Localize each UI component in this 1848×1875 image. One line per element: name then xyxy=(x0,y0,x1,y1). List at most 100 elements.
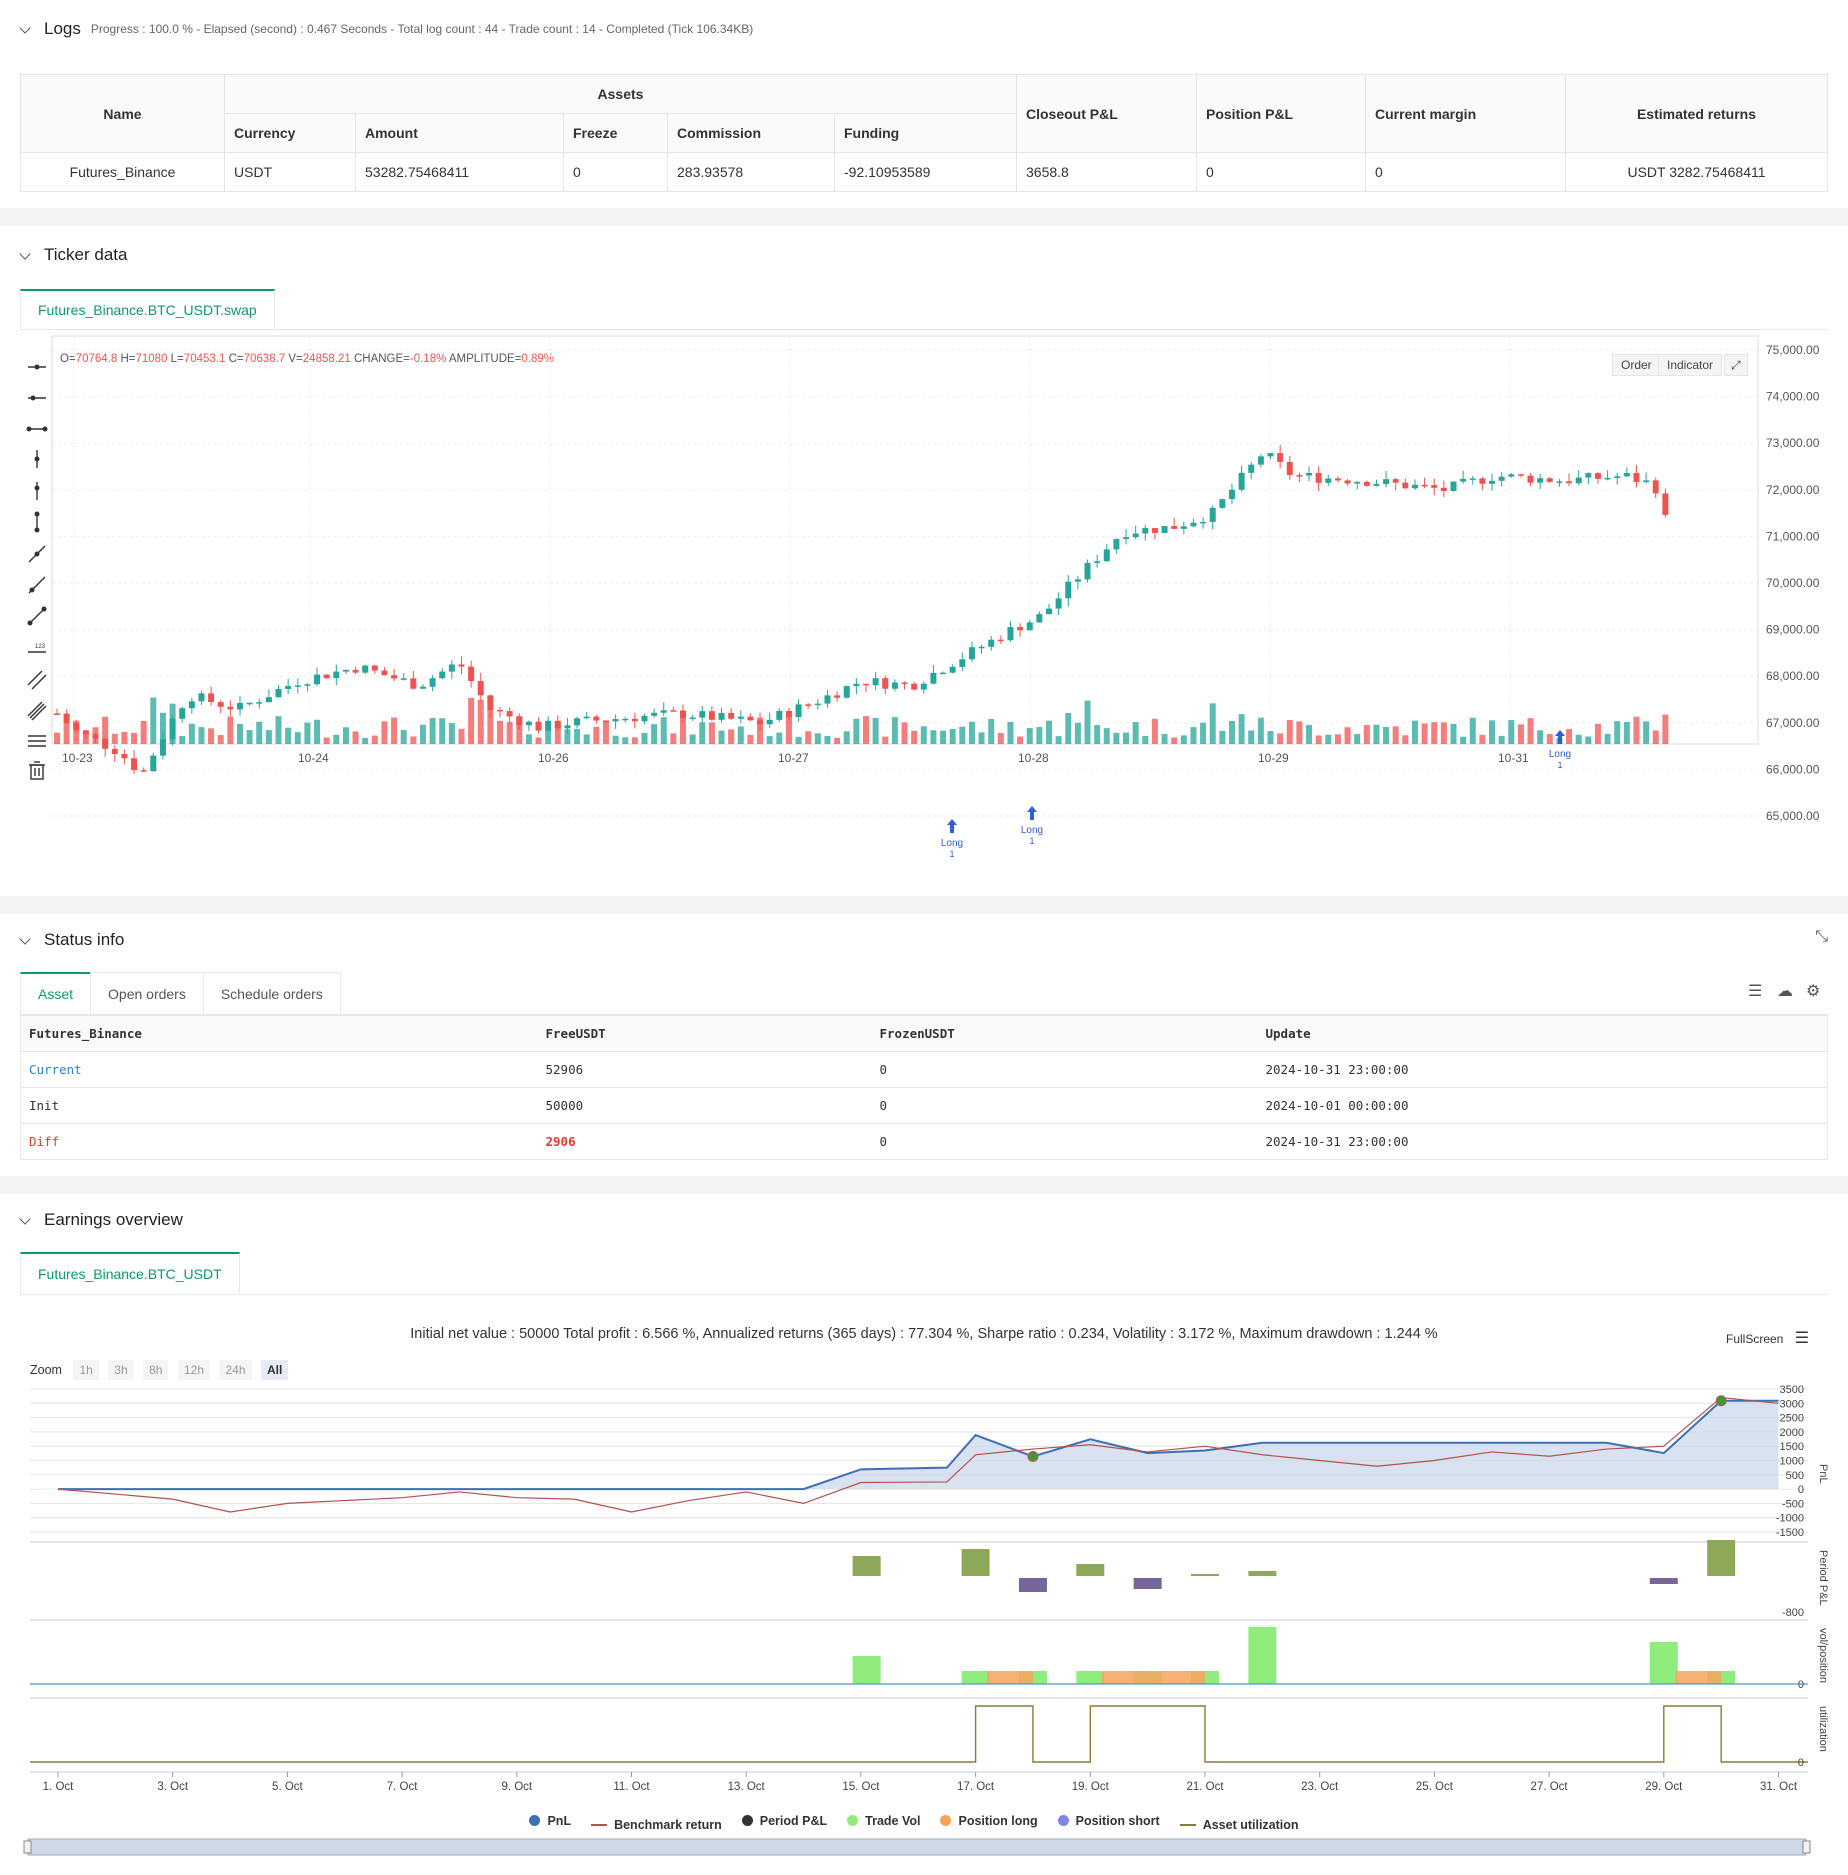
col-free-usdt: FreeUSDT xyxy=(537,1015,872,1052)
volume-bar xyxy=(1633,716,1640,744)
vertical-line-tool-icon[interactable] xyxy=(34,450,40,468)
col-funding: Funding xyxy=(834,113,1017,153)
zoom-1h-button[interactable]: 1h xyxy=(73,1360,99,1380)
candle xyxy=(285,678,292,694)
vertical-ray-tool-icon[interactable] xyxy=(34,482,40,500)
tab-btc-usdt-swap[interactable]: Futures_Binance.BTC_USDT.swap xyxy=(20,289,275,329)
parallel-channel-tool-icon[interactable] xyxy=(27,670,47,690)
candle-body xyxy=(1017,627,1024,631)
candle xyxy=(458,656,465,675)
ray-line-tool-icon[interactable] xyxy=(28,576,46,594)
volume-bar xyxy=(1575,734,1582,744)
menu-icon[interactable]: ☰ xyxy=(1794,1330,1810,1347)
fullscreen-button[interactable]: FullScreen ☰ xyxy=(1726,1328,1809,1348)
horizontal-line-tool-icon[interactable] xyxy=(28,364,46,370)
volume-bar xyxy=(930,730,937,744)
horizontal-ray-tool-icon[interactable] xyxy=(28,395,46,401)
legend-item[interactable]: Benchmark return xyxy=(591,1818,722,1832)
candle xyxy=(294,678,301,694)
section-divider xyxy=(0,208,1848,226)
candle-body xyxy=(54,713,60,715)
tab-schedule-orders[interactable]: Schedule orders xyxy=(202,972,341,1014)
candle-body xyxy=(1065,581,1072,599)
collapse-chevron-icon[interactable] xyxy=(20,935,30,945)
volume-bar xyxy=(1479,735,1486,744)
fibonacci-tool-icon[interactable] xyxy=(27,701,47,721)
period-pnl-bar xyxy=(1248,1571,1277,1576)
candle-body xyxy=(1123,537,1130,540)
candlestick-chart[interactable]: 75,000.00 74,000.00 73,000.00 72,000.00 71,0… xyxy=(0,316,1848,896)
zoom-3h-button[interactable]: 3h xyxy=(108,1360,134,1380)
legend-item[interactable]: PnL xyxy=(529,1814,571,1828)
volume-bar xyxy=(1123,732,1130,744)
zoom-24h-button[interactable]: 24h xyxy=(219,1360,252,1380)
legend-item[interactable]: Position long xyxy=(940,1814,1038,1828)
list-icon[interactable]: ☰ xyxy=(1748,983,1763,1000)
collapse-chevron-icon[interactable] xyxy=(20,1215,30,1225)
candle-body xyxy=(63,713,70,724)
ticker-header[interactable]: Ticker data xyxy=(0,226,1848,284)
navigator-scrollbar[interactable] xyxy=(0,1836,1848,1860)
status-header[interactable]: Status info xyxy=(0,914,1848,966)
volume-bar xyxy=(362,737,369,744)
cloud-download-icon[interactable]: ☁ xyxy=(1777,983,1793,1000)
volume-bar xyxy=(198,727,205,744)
trend-line-tool-icon[interactable] xyxy=(28,545,46,563)
earnings-chart[interactable]: 3500 3000 2500 2000 1500 1000 500 0 -500 -1000 -15… xyxy=(0,1384,1848,1874)
candle xyxy=(1652,477,1659,499)
trash-icon[interactable] xyxy=(29,761,45,780)
change-value: -0.18% xyxy=(409,353,447,365)
pnl-area xyxy=(58,1400,1779,1490)
zoom-8h-button[interactable]: 8h xyxy=(143,1360,169,1380)
tab-btc-usdt[interactable]: Futures_Binance.BTC_USDT xyxy=(20,1252,240,1294)
gear-icon[interactable]: ⚙ xyxy=(1806,983,1821,1000)
volume-bar xyxy=(1103,728,1110,744)
collapse-chevron-icon[interactable] xyxy=(20,250,30,260)
earnings-header[interactable]: Earnings overview xyxy=(0,1194,1848,1246)
candle-body xyxy=(1171,526,1178,529)
volume-bar xyxy=(1344,727,1351,744)
legend-item[interactable]: Position short xyxy=(1057,1814,1160,1828)
candle-body xyxy=(1421,484,1428,487)
horizontal-segment-tool-icon[interactable] xyxy=(26,426,48,432)
legend-item[interactable]: Asset utilization xyxy=(1179,1818,1299,1832)
zoom-all-button[interactable]: All xyxy=(261,1360,289,1380)
candle-body xyxy=(352,669,359,673)
expand-icon[interactable]: ⤢ xyxy=(1724,354,1748,376)
candle-body xyxy=(1007,627,1014,641)
candle xyxy=(997,635,1004,644)
tab-asset[interactable]: Asset xyxy=(20,972,92,1014)
vertical-segment-tool-icon[interactable] xyxy=(34,511,40,533)
navigator-right-handle[interactable] xyxy=(1802,1840,1811,1854)
candle-body xyxy=(1594,473,1601,479)
fib-lines-tool-icon[interactable] xyxy=(28,735,46,747)
volume-bar xyxy=(949,728,956,744)
trade-point xyxy=(1715,1395,1727,1407)
candle-body xyxy=(795,704,802,718)
volume-bar xyxy=(92,727,99,744)
col-freeze: Freeze xyxy=(563,113,668,153)
volume-bar xyxy=(911,730,918,744)
legend-label: Trade Vol xyxy=(865,1813,921,1828)
legend-item[interactable]: Trade Vol xyxy=(847,1814,920,1828)
price-label-tool-icon[interactable]: 123 xyxy=(28,644,46,653)
tab-open-orders[interactable]: Open orders xyxy=(90,972,204,1014)
collapse-arrows-icon[interactable]: ⤡ xyxy=(1815,928,1828,945)
order-button[interactable]: Order xyxy=(1612,354,1661,376)
candle-body xyxy=(1489,480,1496,484)
indicator-button[interactable]: Indicator xyxy=(1658,354,1723,376)
logs-header[interactable]: Logs Progress : 100.0 % - Elapsed (secon… xyxy=(0,0,1848,58)
candle xyxy=(1065,574,1072,607)
candle xyxy=(959,652,966,671)
legend-item[interactable]: Period P&L xyxy=(741,1814,827,1828)
candle-body xyxy=(670,710,677,712)
close-label: C= xyxy=(228,353,244,365)
volume-bar xyxy=(785,716,792,744)
candle-body xyxy=(1257,456,1264,465)
cell-closeout: 3658.8 xyxy=(1016,152,1197,192)
navigator-left-handle[interactable] xyxy=(23,1840,32,1854)
zoom-12h-button[interactable]: 12h xyxy=(177,1360,210,1380)
collapse-chevron-icon[interactable] xyxy=(20,24,30,34)
volume-bar xyxy=(882,736,889,744)
segment-line-tool-icon[interactable] xyxy=(27,606,47,626)
